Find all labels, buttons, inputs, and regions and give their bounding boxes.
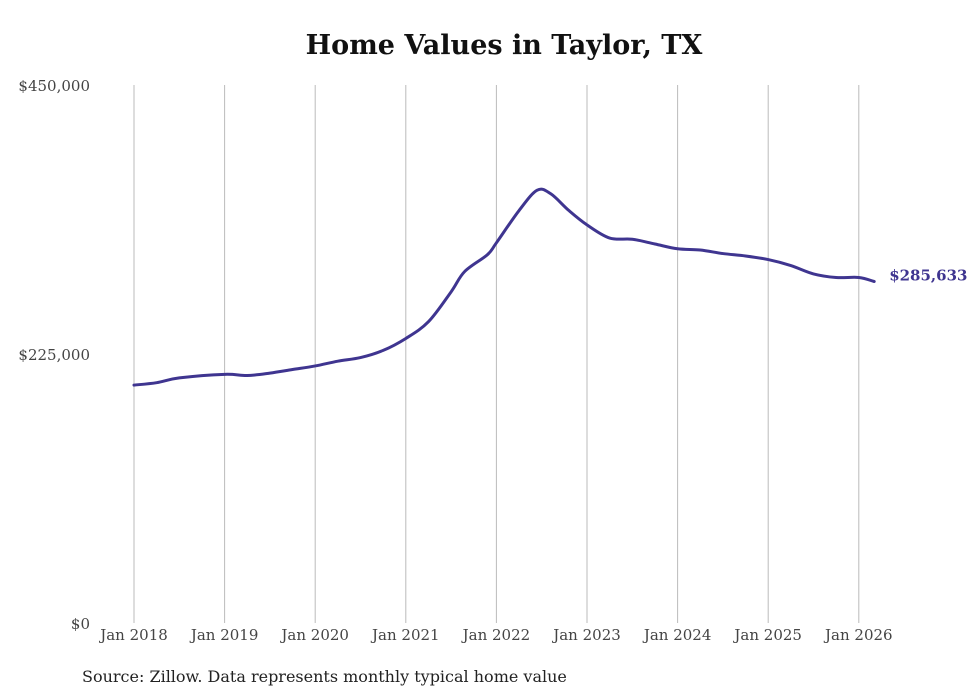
chart-title: Home Values in Taylor, TX <box>305 30 703 61</box>
x-tick-label: Jan 2021 <box>370 626 440 644</box>
x-tick-label: Jan 2024 <box>642 626 712 644</box>
y-tick-label: $225,000 <box>18 346 90 364</box>
x-tick-label: Jan 2018 <box>98 626 168 644</box>
y-tick-label: $450,000 <box>18 77 90 95</box>
x-tick-label: Jan 2025 <box>732 626 802 644</box>
y-tick-label: $0 <box>71 615 90 633</box>
source-note: Source: Zillow. Data represents monthly … <box>82 667 567 686</box>
x-tick-label: Jan 2026 <box>823 626 893 644</box>
series-line <box>132 187 876 387</box>
x-tick-label: Jan 2023 <box>551 626 621 644</box>
x-tick-label: Jan 2022 <box>461 626 531 644</box>
end-value-label: $285,633 <box>889 267 967 285</box>
x-tick-label: Jan 2019 <box>189 626 259 644</box>
x-tick-label: Jan 2020 <box>279 626 349 644</box>
